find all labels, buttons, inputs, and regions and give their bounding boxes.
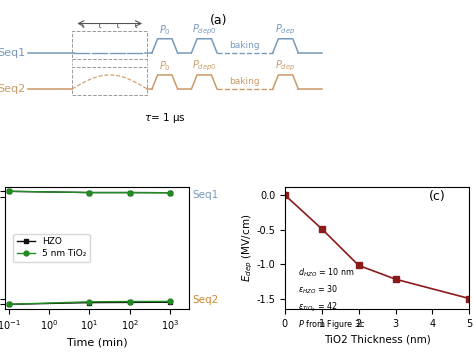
X-axis label: Time (min): Time (min) (66, 338, 127, 348)
Text: $P_{dep0}$: $P_{dep0}$ (192, 22, 217, 37)
Legend: HZO, 5 nm TiO₂: HZO, 5 nm TiO₂ (13, 234, 90, 262)
Text: $P_0$: $P_0$ (159, 23, 171, 37)
Text: baking: baking (229, 77, 260, 86)
Text: Seq1: Seq1 (193, 191, 219, 201)
Text: $\tau$= 1 μs: $\tau$= 1 μs (144, 111, 186, 125)
Text: τ: τ (132, 21, 137, 30)
Text: τ: τ (114, 21, 120, 30)
Text: Seq2: Seq2 (193, 295, 219, 305)
Text: $P_{dep0}$: $P_{dep0}$ (192, 59, 217, 73)
Bar (5, 200, 189, 296)
Y-axis label: $E_{dep}$ (MV/cm): $E_{dep}$ (MV/cm) (240, 214, 255, 282)
Text: $d_{HZO}$ = 10 nm
$\varepsilon_{HZO}$ = 30
$\varepsilon_{TiO_2}$ = 42
$P$ from F: $d_{HZO}$ = 10 nm $\varepsilon_{HZO}$ = … (298, 266, 365, 331)
Text: $P_{dep}$: $P_{dep}$ (275, 59, 296, 73)
Text: (c): (c) (428, 191, 446, 203)
Text: baking: baking (229, 40, 260, 50)
Text: τ: τ (79, 21, 84, 30)
Text: Seq2: Seq2 (0, 84, 26, 94)
Text: Seq1: Seq1 (0, 48, 26, 58)
Text: $P_0$: $P_0$ (159, 59, 171, 73)
Text: τ: τ (97, 21, 102, 30)
Text: (a): (a) (210, 14, 227, 27)
Text: $P_{dep}$: $P_{dep}$ (275, 22, 296, 37)
X-axis label: TiO2 Thickness (nm): TiO2 Thickness (nm) (324, 334, 430, 344)
